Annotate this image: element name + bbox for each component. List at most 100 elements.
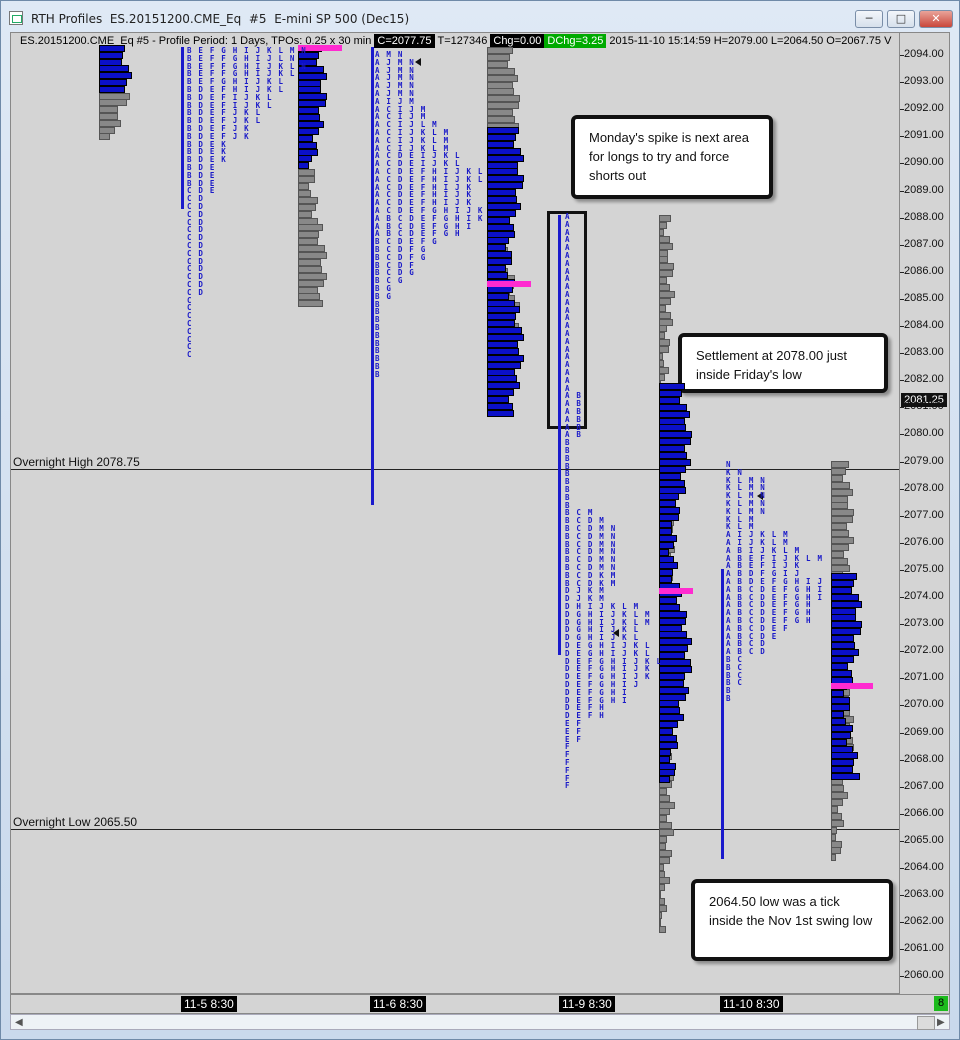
profile-bar (659, 870, 665, 878)
tpo-letters: A (565, 329, 571, 338)
tpo-letters: A (565, 282, 571, 292)
tpo-letters: A B (565, 407, 583, 416)
tpo-letters: B (726, 686, 732, 696)
tpo-letters: B C D E F G (375, 237, 438, 247)
profile-bar (831, 635, 854, 643)
tpo-letters: C (187, 350, 193, 360)
tpo-letters: A B (565, 430, 583, 440)
profile-bar (298, 286, 318, 294)
monday-spike-callout: Monday's spike is next area for longs to… (571, 115, 773, 199)
profile-bar (659, 679, 684, 687)
profile-bar (99, 65, 129, 73)
tpo-letters: K N (726, 467, 744, 477)
profile-bar (659, 822, 672, 830)
price-label: 2063.00 (904, 888, 944, 901)
price-tick (900, 976, 904, 978)
tpo-letters: A (565, 305, 571, 315)
tpo-letters: C D (187, 272, 205, 282)
profile-bar (298, 196, 318, 204)
poc-marker (298, 45, 342, 51)
minimize-icon[interactable]: ─ (855, 10, 883, 28)
profile-bar (659, 339, 670, 347)
tpo-letters: B (565, 485, 571, 494)
profile-bar (831, 704, 850, 712)
price-label: 2069.00 (904, 725, 944, 738)
price-tick (900, 624, 904, 626)
profile-bar (659, 373, 665, 381)
tpo-letters: A B I J K L M (726, 545, 801, 555)
price-tick (900, 190, 904, 192)
value-area-line (558, 215, 561, 655)
profile-bar (659, 493, 679, 501)
profile-bar (659, 787, 667, 795)
profile-bar (298, 300, 323, 308)
low-note-callout: 2064.50 low was a tick inside the Nov 1s… (691, 879, 893, 961)
profile-bar (831, 614, 856, 622)
profile-bar (659, 410, 690, 418)
profile-bar (298, 162, 309, 170)
price-tick (900, 759, 904, 761)
tpo-letters: A B E F I J K L M (726, 553, 824, 563)
profile-bar (298, 238, 318, 246)
profile-bar (831, 502, 848, 510)
profile-bar (831, 669, 852, 677)
scroll-right-icon[interactable]: ▶ (937, 1017, 945, 1028)
price-tick (900, 244, 904, 246)
tpo-letters: C D (187, 241, 205, 250)
profile-bar (487, 168, 518, 176)
profile-bar (298, 203, 316, 211)
price-label: 2088.00 (904, 210, 944, 223)
profile-bar (298, 265, 322, 273)
scroll-left-icon[interactable]: ◀ (15, 1017, 23, 1028)
price-axis[interactable]: 2081.25 2094.00 2093.00 2092.00 2091.00 2090… (900, 32, 950, 994)
profile-bar (659, 527, 672, 535)
profile-bar (659, 638, 692, 646)
profile-bar (831, 516, 853, 524)
profile-bar (659, 479, 685, 487)
price-label: 2062.00 (904, 915, 944, 928)
tpo-letters: D G H I J K L M (565, 609, 651, 619)
tpo-letters: A (565, 290, 571, 299)
tpo-letters: A (565, 258, 571, 268)
price-label: 2065.00 (904, 833, 944, 846)
price-tick (900, 380, 904, 382)
tpo-letters: E F (565, 734, 583, 744)
session-label: 11-9 8:30 (559, 996, 615, 1012)
profile-bar (298, 100, 326, 108)
tpo-letters: A B C D E F (726, 623, 789, 633)
profile-bar (298, 183, 309, 190)
profile-bar (659, 500, 676, 508)
profile-bar (298, 169, 315, 177)
maximize-icon[interactable]: □ (887, 10, 915, 28)
tpo-letters: F (565, 765, 571, 775)
title-bar[interactable]: RTH Profiles ES.20151200.CME_Eq #5 E-min… (1, 1, 959, 35)
profile-bar (659, 215, 671, 222)
profile-bar (659, 734, 677, 742)
profile-bar (659, 431, 692, 439)
tpo-letters: A B C D E F G H (726, 608, 812, 618)
tpo-letters: C D (187, 217, 205, 227)
scroll-thumb[interactable] (917, 1016, 935, 1030)
profile-bar (487, 340, 518, 348)
tpo-letters: B E F G H I J K L M N (187, 46, 308, 55)
profile-bar (831, 773, 860, 781)
tpo-letters: A B C D (726, 639, 767, 649)
value-area-line (721, 569, 724, 859)
horizontal-scrollbar[interactable]: ◀ ▶ (10, 1014, 950, 1030)
tpo-profile-chart[interactable]: ES.20151200.CME_Eq #5 - Profile Period: … (10, 32, 900, 994)
current-price-marker: 2081.25 (901, 393, 947, 407)
tpo-letters: B C D F G (375, 245, 427, 254)
profile-bar (831, 752, 858, 760)
price-label: 2071.00 (904, 671, 944, 684)
profile-bar (487, 375, 517, 383)
profile-bar (659, 297, 671, 305)
profile-bar (99, 85, 125, 93)
profile-bar (487, 202, 521, 210)
profile-bar (487, 109, 513, 117)
price-tick (900, 109, 904, 111)
profile-bar (659, 284, 670, 291)
price-label: 2090.00 (904, 156, 944, 169)
price-tick (900, 136, 904, 138)
close-icon[interactable]: ✕ (919, 10, 953, 28)
profile-bar (487, 354, 524, 362)
